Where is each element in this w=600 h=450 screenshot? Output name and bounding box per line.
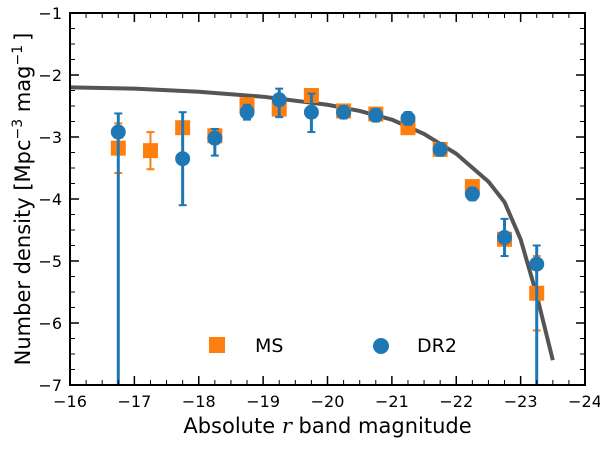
dr2-point [110,124,126,140]
x-tick-label: −19 [246,392,280,411]
dr2-point [529,256,545,272]
y-tick-label: −2 [38,66,62,85]
dr2-series [110,87,545,385]
x-tick-label: −20 [311,392,345,411]
dr2-point [400,110,416,126]
x-tick-label: −23 [504,392,538,411]
ms-point [142,143,158,159]
x-tick-label: −18 [182,392,216,411]
x-tick-label: −16 [53,392,87,411]
dr2-point [368,107,384,123]
dr2-point [303,104,319,120]
legend-dr2-label: DR2 [417,335,457,357]
dr2-point [336,104,352,120]
legend-ms-label: MS [255,335,283,357]
x-tick-label: −21 [375,392,409,411]
axis-ticks: −16 −17 −18 −19 −20 −21 −22 −23 −24 −7 −6 −5 −4 −3 −2 −… [38,4,600,411]
dr2-point [432,141,448,157]
ms-series [110,87,545,332]
dr2-point [239,104,255,120]
y-tick-label: −1 [38,4,62,23]
dr2-point [207,130,223,146]
legend-dr2-marker [373,338,389,354]
dr2-point [464,186,480,202]
y-tick-label: −3 [38,128,62,147]
x-tick-label: −17 [117,392,151,411]
x-axis-label: Absolute r band magnitude [183,414,471,438]
y-tick-label: −5 [38,252,62,271]
legend-ms-marker [209,337,225,353]
dr2-point [175,151,191,167]
legend: MS DR2 [209,335,457,357]
x-tick-label: −24 [568,392,600,411]
dr2-point [271,92,287,108]
y-axis-label: Number density [Mpc−3 mag−1] [10,33,35,366]
x-tick-label: −22 [439,392,473,411]
y-tick-label: −7 [38,376,62,395]
y-tick-label: −6 [38,314,62,333]
plot-frame [69,12,586,386]
y-tick-label: −4 [38,190,62,209]
dr2-point [497,229,513,245]
